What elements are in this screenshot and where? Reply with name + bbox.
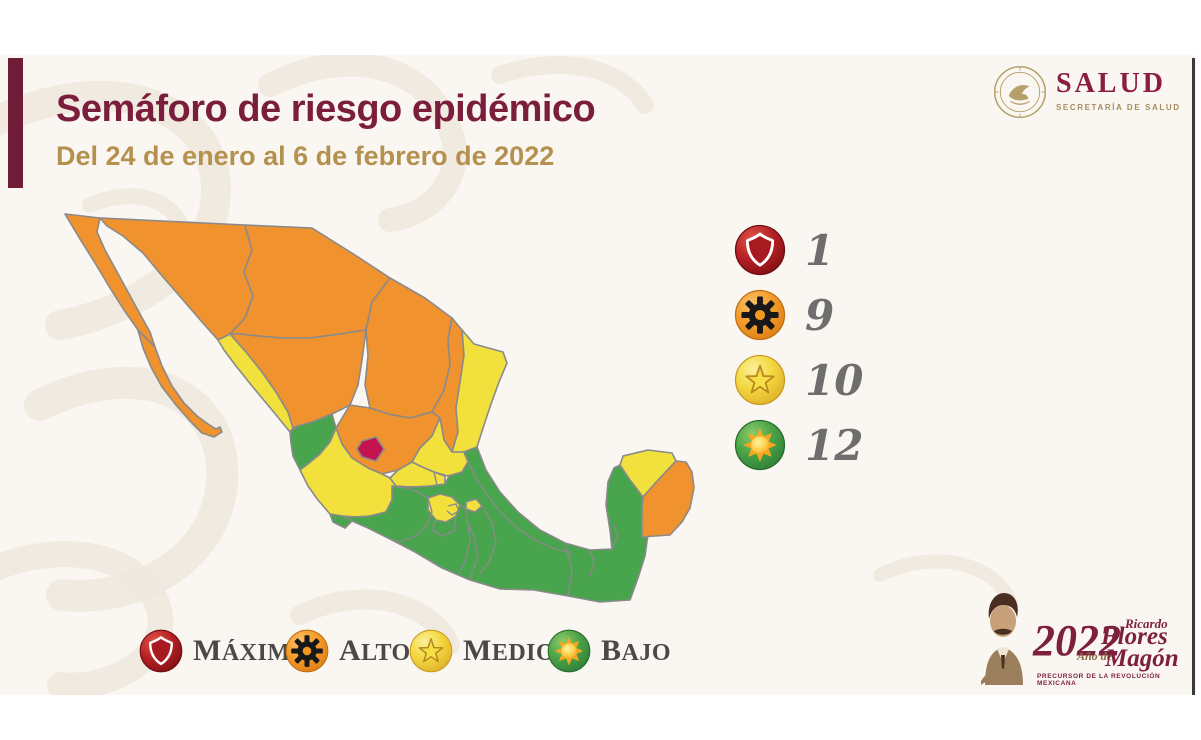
- mexico-seal-icon: [993, 65, 1047, 119]
- gear-icon: [733, 288, 787, 342]
- state-chihuahua: [229, 224, 391, 339]
- summary-legend: 1 9 10 12: [733, 222, 863, 482]
- state-baja-california-sur: [137, 329, 223, 438]
- state-quintana-roo: [641, 460, 695, 538]
- shield-icon: [138, 627, 184, 675]
- legend-row-medio: 10: [733, 352, 863, 408]
- flores-magon-logo: 2022 Año de Ricardo Flores Magón PRECURS…: [965, 583, 1193, 695]
- state-coahuila: [364, 277, 453, 419]
- sun-icon: [546, 627, 592, 675]
- footer-name-flores: Flores: [1101, 623, 1168, 650]
- legend-row-maximo: 1: [733, 222, 863, 278]
- title-block: Semáforo de riesgo epidémico Del 24 de e…: [56, 88, 596, 172]
- shield-icon: [733, 223, 787, 277]
- state-san-luis-potosi: [411, 417, 469, 477]
- state-tlaxcala: [465, 498, 483, 513]
- slide-right-edge: [1192, 58, 1195, 695]
- state-baja-california: [64, 213, 156, 348]
- footer-name-magon: Magón: [1105, 645, 1179, 672]
- footer-name-ricardo: Ricardo: [1125, 616, 1168, 631]
- state-sonora: [99, 217, 254, 341]
- sun-icon: [733, 418, 787, 472]
- footer-prefix: Año de: [1077, 649, 1113, 663]
- legend-row-alto: 9: [733, 287, 863, 343]
- legend-row-bajo: 12: [733, 417, 863, 473]
- legend-item-bajo: BAJO: [546, 627, 671, 675]
- footer-year: 2022: [1033, 616, 1121, 665]
- salud-tagline: SECRETARÍA DE SALUD: [1056, 103, 1181, 112]
- footer-tagline: PRECURSOR DE LA REVOLUCIÓN MEXICANA: [1037, 673, 1161, 687]
- count-medio: 10: [805, 355, 864, 405]
- count-bajo: 12: [805, 420, 864, 470]
- count-alto: 9: [805, 290, 835, 340]
- legend-label-medio: MEDIO: [463, 634, 556, 667]
- gear-icon: [284, 627, 330, 675]
- legend-label-alto: ALTO: [339, 634, 411, 667]
- salud-wordmark: SALUD: [1056, 68, 1166, 99]
- salud-logo: SALUD SECRETARÍA DE SALUD: [990, 62, 1181, 122]
- flores-magon-portrait: [981, 593, 1023, 685]
- state-borders: [341, 461, 618, 597]
- accent-bar: [8, 58, 23, 188]
- eagle-glyph: [1008, 84, 1030, 101]
- star-icon: [733, 353, 787, 407]
- count-maximo: 1: [805, 225, 835, 275]
- legend-item-medio: MEDIO: [408, 627, 555, 675]
- legend-label-bajo: BAJO: [601, 634, 672, 667]
- page-subtitle: Del 24 de enero al 6 de febrero de 2022: [56, 141, 555, 171]
- star-icon: [408, 627, 454, 675]
- legend-item-alto: ALTO: [284, 627, 411, 675]
- page-title: Semáforo de riesgo epidémico: [56, 88, 596, 130]
- state-aguascalientes: [356, 436, 385, 462]
